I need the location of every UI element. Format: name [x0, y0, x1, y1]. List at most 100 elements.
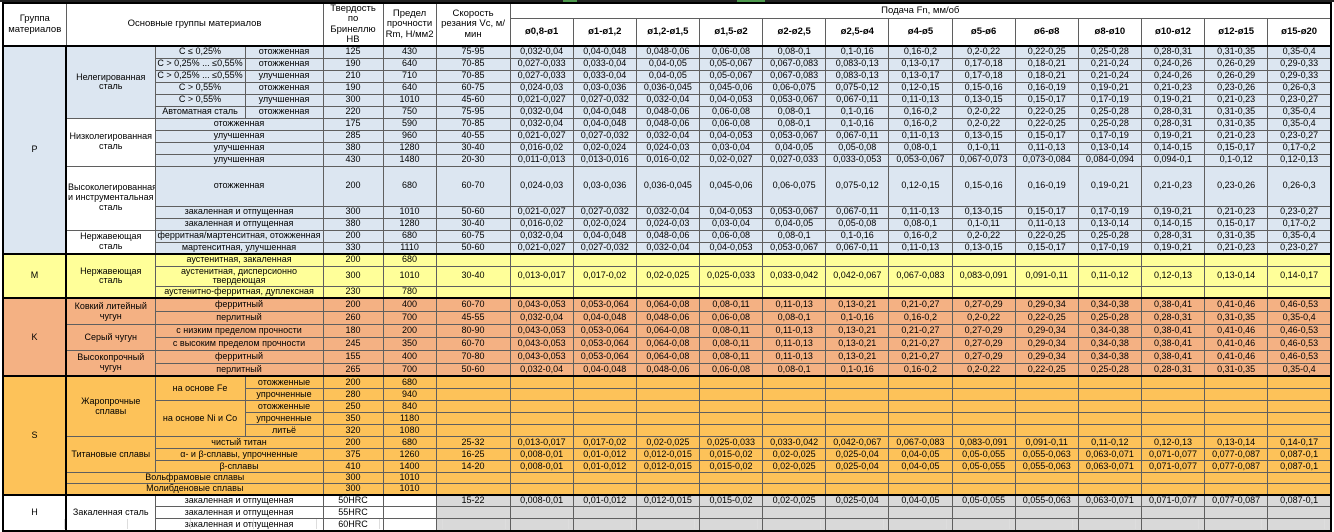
- column-header-hardness[interactable]: Твердость по Бринеллю HB: [322, 2, 384, 47]
- material-subtype-cell[interactable]: перлитный: [154, 362, 324, 377]
- cutting-speed-cell[interactable]: 60-70: [435, 297, 511, 312]
- feed-cell[interactable]: 0,15-0,17: [1014, 241, 1079, 255]
- feed-cell[interactable]: 0,021-0,027: [509, 129, 574, 143]
- strength-cell[interactable]: 400: [382, 297, 437, 312]
- feed-cell[interactable]: 0,067-0,11: [825, 241, 890, 255]
- feed-cell[interactable]: [951, 285, 1016, 299]
- feed-cell[interactable]: [1014, 471, 1079, 484]
- feed-cell[interactable]: [1014, 285, 1079, 299]
- feed-cell[interactable]: 0,04-0,048: [572, 117, 637, 131]
- feed-cell[interactable]: 0,017-0,02: [572, 265, 637, 287]
- column-header-group[interactable]: Группа материалов: [2, 2, 67, 47]
- feed-cell[interactable]: [951, 411, 1016, 425]
- feed-cell[interactable]: [572, 285, 637, 299]
- feed-cell[interactable]: 0,15-0,17: [1014, 205, 1079, 219]
- feed-cell[interactable]: [698, 387, 764, 401]
- material-subtype-cell[interactable]: отожженная: [154, 165, 324, 207]
- feed-cell[interactable]: [762, 253, 827, 267]
- cutting-speed-cell[interactable]: [435, 399, 511, 413]
- feed-cell[interactable]: 0,08-0,1: [888, 141, 953, 155]
- strength-cell[interactable]: 200: [382, 323, 437, 338]
- material-name-cell[interactable]: Нержавеющая сталь: [65, 229, 156, 255]
- feed-cell[interactable]: 0,08-0,11: [698, 336, 764, 351]
- strength-cell[interactable]: 780: [382, 285, 437, 299]
- cutting-speed-cell[interactable]: [435, 482, 511, 496]
- feed-cell[interactable]: 0,12-0,15: [888, 165, 953, 207]
- column-header-diameter[interactable]: ø15-ø20: [1267, 18, 1332, 48]
- feed-cell[interactable]: [1077, 253, 1142, 267]
- feed-cell[interactable]: 0,03-0,036: [572, 165, 637, 207]
- feed-cell[interactable]: 0,23-0,26: [1204, 165, 1269, 207]
- hardness-cell[interactable]: 200: [322, 253, 384, 267]
- feed-cell[interactable]: 0,067-0,083: [762, 69, 827, 83]
- cutting-speed-cell[interactable]: 45-60: [435, 93, 511, 107]
- material-state-cell[interactable]: упрочненные: [244, 411, 324, 425]
- feed-cell[interactable]: 0,05-0,08: [825, 141, 890, 155]
- feed-cell[interactable]: 0,14-0,17: [1267, 435, 1332, 449]
- cutting-speed-cell[interactable]: 70-85: [435, 57, 511, 71]
- material-state-cell[interactable]: литьё: [244, 423, 324, 437]
- feed-cell[interactable]: 0,063-0,071: [1077, 493, 1142, 508]
- feed-cell[interactable]: 0,24-0,26: [1140, 57, 1206, 71]
- feed-cell[interactable]: 0,1-0,16: [825, 117, 890, 131]
- feed-cell[interactable]: 0,077-0,087: [1204, 459, 1269, 473]
- feed-cell[interactable]: 0,27-0,29: [951, 349, 1016, 364]
- feed-cell[interactable]: [509, 506, 574, 520]
- hardness-cell[interactable]: 285: [322, 129, 384, 143]
- feed-cell[interactable]: 0,024-0,03: [509, 165, 574, 207]
- cutting-speed-cell[interactable]: 70-85: [435, 117, 511, 131]
- material-subtype-cell[interactable]: α- и β-сплавы, упрочненные: [154, 447, 324, 461]
- feed-cell[interactable]: [698, 253, 764, 267]
- feed-cell[interactable]: 0,042-0,067: [825, 265, 890, 287]
- material-group-cell[interactable]: S: [2, 375, 67, 496]
- material-state-cell[interactable]: отожженная: [244, 57, 324, 71]
- feed-cell[interactable]: [1267, 482, 1332, 496]
- feed-cell[interactable]: [1267, 411, 1332, 425]
- material-subtype-cell[interactable]: ферритный: [154, 297, 324, 312]
- feed-cell[interactable]: 0,043-0,053: [509, 336, 574, 351]
- feed-cell[interactable]: 0,067-0,083: [888, 265, 953, 287]
- feed-cell[interactable]: 0,28-0,31: [1140, 229, 1206, 243]
- feed-cell[interactable]: 0,11-0,13: [762, 349, 827, 364]
- feed-cell[interactable]: 0,05-0,055: [951, 459, 1016, 473]
- strength-cell[interactable]: 350: [382, 336, 437, 351]
- feed-cell[interactable]: 0,14-0,15: [1140, 141, 1206, 155]
- feed-cell[interactable]: 0,024-0,03: [509, 81, 574, 95]
- feed-cell[interactable]: 0,26-0,29: [1204, 69, 1269, 83]
- feed-cell[interactable]: [825, 253, 890, 267]
- feed-cell[interactable]: 0,06-0,08: [698, 105, 764, 119]
- feed-cell[interactable]: 0,055-0,063: [1014, 493, 1079, 508]
- hardness-cell[interactable]: 300: [322, 482, 384, 496]
- feed-cell[interactable]: [1140, 411, 1206, 425]
- feed-cell[interactable]: 0,18-0,21: [1014, 57, 1079, 71]
- feed-cell[interactable]: [698, 399, 764, 413]
- feed-cell[interactable]: [825, 399, 890, 413]
- feed-cell[interactable]: 0,27-0,29: [951, 297, 1016, 312]
- feed-cell[interactable]: [1077, 387, 1142, 401]
- feed-cell[interactable]: 0,17-0,19: [1077, 241, 1142, 255]
- feed-cell[interactable]: [1014, 387, 1079, 401]
- feed-cell[interactable]: [509, 411, 574, 425]
- feed-cell[interactable]: [1014, 375, 1079, 389]
- feed-cell[interactable]: 0,036-0,045: [635, 81, 700, 95]
- feed-cell[interactable]: 0,021-0,027: [509, 93, 574, 107]
- feed-cell[interactable]: 0,13-0,21: [825, 323, 890, 338]
- feed-cell[interactable]: 0,087-0,1: [1267, 447, 1332, 461]
- feed-cell[interactable]: 0,46-0,53: [1267, 349, 1332, 364]
- feed-cell[interactable]: 0,11-0,13: [888, 129, 953, 143]
- feed-cell[interactable]: 0,03-0,04: [698, 141, 764, 155]
- strength-cell[interactable]: 1260: [382, 447, 437, 461]
- feed-cell[interactable]: [1077, 399, 1142, 413]
- feed-cell[interactable]: 0,23-0,26: [1204, 81, 1269, 95]
- feed-cell[interactable]: 0,11-0,13: [762, 323, 827, 338]
- cutting-speed-cell[interactable]: 75-95: [435, 105, 511, 119]
- feed-cell[interactable]: 0,04-0,048: [572, 310, 637, 325]
- feed-cell[interactable]: 0,12-0,13: [1140, 435, 1206, 449]
- feed-cell[interactable]: 0,23-0,27: [1267, 129, 1332, 143]
- material-subtype-cell[interactable]: аустенитная, закаленная: [154, 253, 324, 267]
- feed-cell[interactable]: 0,06-0,075: [762, 165, 827, 207]
- feed-cell[interactable]: [1204, 411, 1269, 425]
- strength-cell[interactable]: 1010: [382, 471, 437, 484]
- feed-cell[interactable]: [1267, 423, 1332, 437]
- hardness-cell[interactable]: 300: [322, 265, 384, 287]
